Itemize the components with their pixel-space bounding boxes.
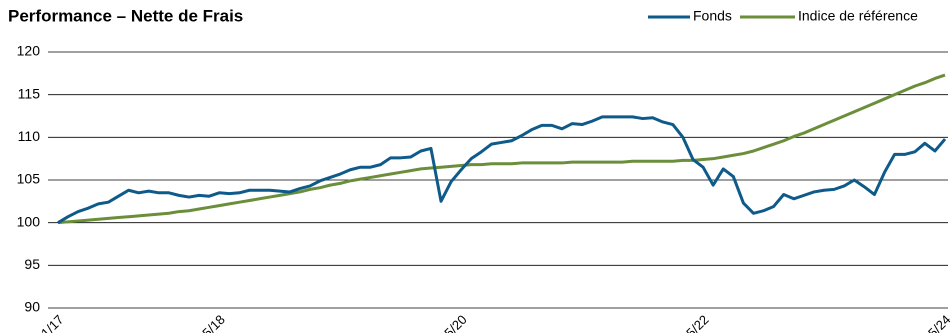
y-tick-label: 120 (17, 43, 41, 59)
series-line (57, 115, 947, 224)
series-line (57, 73, 946, 225)
y-tick-label: 115 (18, 85, 41, 101)
x-tick-label: 05/22 (678, 312, 712, 333)
x-tick-label: 01/17 (33, 312, 67, 333)
y-tick-label: 90 (24, 299, 40, 315)
y-tick-label: 110 (18, 128, 41, 144)
x-tick-label: 05/20 (436, 312, 470, 333)
x-tick-label: 05/24 (920, 312, 951, 333)
legend-label: Indice de référence (798, 8, 918, 24)
y-tick-label: 100 (17, 213, 41, 229)
y-tick-label: 105 (17, 171, 41, 187)
legend-label: Fonds (693, 8, 732, 24)
x-tick-label: 05/18 (194, 312, 228, 333)
chart-title: Performance – Nette de Frais (8, 6, 243, 25)
y-tick-label: 95 (24, 256, 40, 272)
